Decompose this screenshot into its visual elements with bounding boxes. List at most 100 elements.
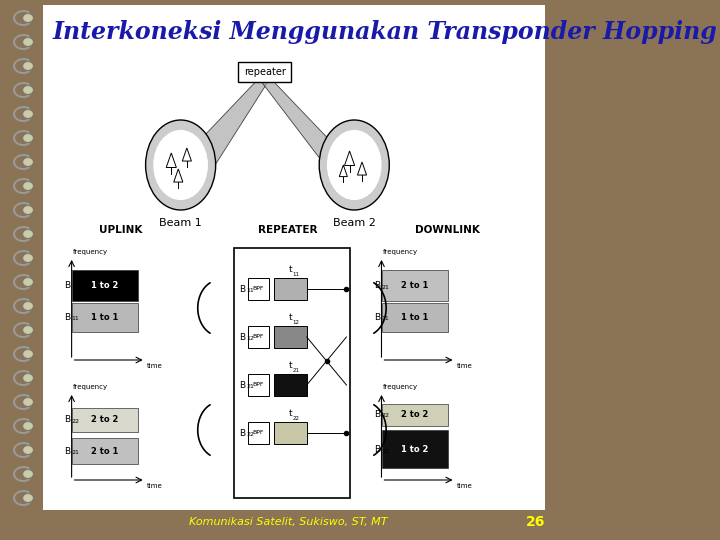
- Ellipse shape: [22, 181, 33, 191]
- Text: DOWNLINK: DOWNLINK: [415, 225, 480, 235]
- Text: BPF: BPF: [253, 382, 264, 388]
- Bar: [73, 303, 138, 332]
- Text: 12: 12: [293, 320, 300, 325]
- Polygon shape: [357, 162, 366, 175]
- Text: 12: 12: [71, 285, 79, 290]
- Bar: [382, 404, 448, 426]
- Polygon shape: [200, 82, 268, 181]
- Text: REPEATER: REPEATER: [258, 225, 318, 235]
- Text: 22: 22: [293, 416, 300, 421]
- Polygon shape: [182, 148, 192, 161]
- Text: UPLINK: UPLINK: [99, 225, 143, 235]
- Text: 11: 11: [293, 272, 300, 277]
- Ellipse shape: [22, 206, 33, 214]
- Text: B: B: [239, 381, 246, 389]
- Text: B: B: [374, 281, 380, 291]
- Text: B: B: [239, 333, 246, 341]
- Text: frequency: frequency: [73, 384, 108, 390]
- Text: 2 to 1: 2 to 1: [91, 447, 119, 456]
- Text: B: B: [374, 313, 380, 322]
- Bar: [274, 422, 307, 444]
- Polygon shape: [344, 151, 355, 165]
- Text: 21: 21: [246, 384, 254, 389]
- Text: B: B: [64, 281, 70, 291]
- Text: frequency: frequency: [383, 384, 418, 390]
- Text: 22: 22: [381, 414, 389, 418]
- Polygon shape: [261, 82, 337, 181]
- Text: t: t: [289, 361, 292, 370]
- Text: BPF: BPF: [253, 334, 264, 340]
- Ellipse shape: [22, 14, 33, 23]
- Bar: [382, 303, 448, 332]
- Text: 21: 21: [71, 450, 79, 455]
- Text: 2 to 2: 2 to 2: [401, 410, 428, 419]
- Text: 11: 11: [71, 316, 79, 321]
- Bar: [238, 62, 291, 82]
- Polygon shape: [174, 169, 183, 182]
- Bar: [42, 5, 545, 525]
- Ellipse shape: [22, 469, 33, 478]
- Text: t: t: [289, 409, 292, 418]
- Bar: [248, 278, 269, 300]
- Text: frequency: frequency: [383, 249, 418, 255]
- Text: B: B: [374, 410, 380, 419]
- Text: B: B: [374, 445, 380, 454]
- Circle shape: [145, 120, 216, 210]
- Bar: [248, 374, 269, 396]
- Text: B: B: [64, 313, 70, 322]
- Bar: [274, 374, 307, 396]
- Text: 12: 12: [246, 336, 254, 341]
- Bar: [73, 438, 138, 464]
- Bar: [382, 430, 448, 468]
- Text: 22: 22: [246, 432, 254, 437]
- Bar: [248, 422, 269, 444]
- Ellipse shape: [22, 62, 33, 71]
- Ellipse shape: [22, 85, 33, 94]
- Text: BPF: BPF: [253, 287, 264, 292]
- Text: B: B: [239, 429, 246, 437]
- Text: 1 to 2: 1 to 2: [401, 445, 428, 454]
- Text: BPF: BPF: [253, 430, 264, 435]
- Text: 21: 21: [381, 285, 389, 290]
- Ellipse shape: [22, 133, 33, 143]
- Text: 1 to 1: 1 to 1: [91, 313, 119, 322]
- Ellipse shape: [22, 110, 33, 118]
- Polygon shape: [166, 153, 176, 167]
- Text: B: B: [239, 285, 246, 294]
- Ellipse shape: [22, 349, 33, 359]
- Circle shape: [153, 130, 208, 200]
- Text: time: time: [457, 483, 473, 489]
- Text: t: t: [289, 313, 292, 322]
- Bar: [248, 326, 269, 348]
- Ellipse shape: [22, 158, 33, 166]
- Bar: [233, 248, 351, 498]
- Ellipse shape: [22, 374, 33, 382]
- Text: time: time: [457, 363, 473, 369]
- Ellipse shape: [22, 397, 33, 407]
- Polygon shape: [339, 165, 347, 177]
- Text: Komunikasi Satelit, Sukiswo, ST, MT: Komunikasi Satelit, Sukiswo, ST, MT: [189, 517, 387, 527]
- Text: Beam 1: Beam 1: [159, 218, 202, 228]
- Bar: [382, 270, 448, 301]
- Text: 1 to 2: 1 to 2: [91, 281, 119, 290]
- Ellipse shape: [22, 326, 33, 334]
- Bar: [274, 326, 307, 348]
- Text: repeater: repeater: [244, 67, 286, 77]
- Text: B: B: [64, 447, 70, 456]
- Text: 21: 21: [293, 368, 300, 373]
- Text: 2 to 1: 2 to 1: [401, 281, 428, 290]
- Ellipse shape: [22, 422, 33, 430]
- Ellipse shape: [22, 37, 33, 46]
- Text: B: B: [64, 415, 70, 424]
- Text: Interkoneksi Menggunakan Transponder Hopping: Interkoneksi Menggunakan Transponder Hop…: [53, 20, 718, 44]
- Ellipse shape: [22, 494, 33, 503]
- Text: 11: 11: [246, 288, 254, 293]
- Text: frequency: frequency: [73, 249, 108, 255]
- Text: time: time: [147, 363, 163, 369]
- Circle shape: [319, 120, 390, 210]
- Bar: [42, 510, 545, 535]
- Text: t: t: [289, 265, 292, 274]
- Bar: [274, 278, 307, 300]
- Ellipse shape: [22, 278, 33, 287]
- Ellipse shape: [22, 446, 33, 455]
